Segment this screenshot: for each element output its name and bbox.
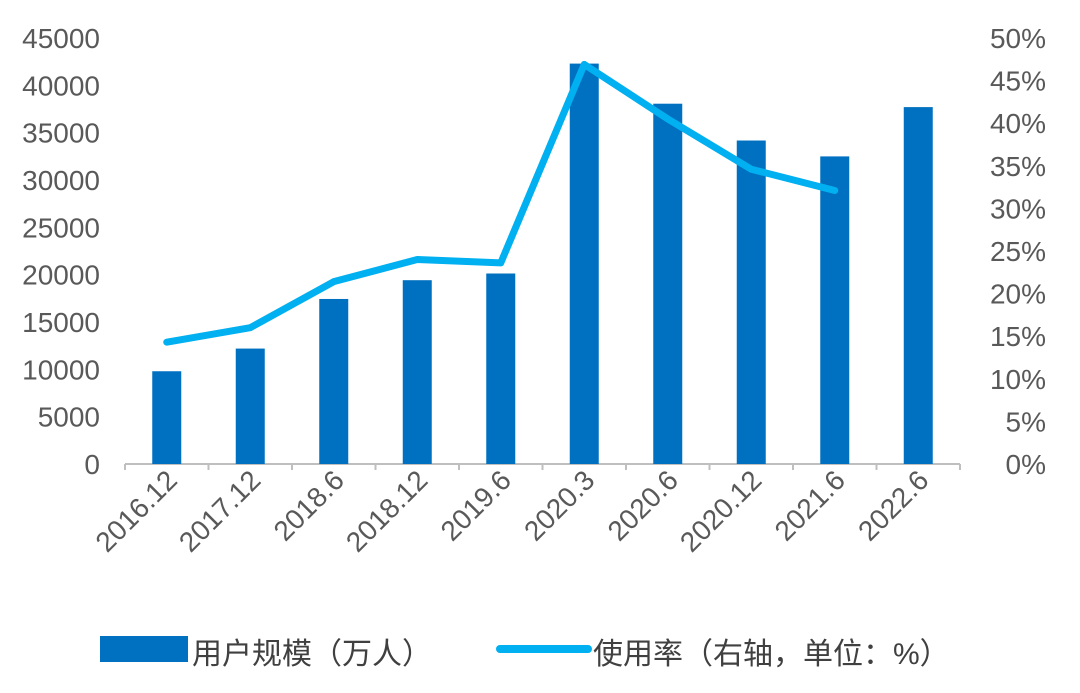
right-axis-tick-label: 40% bbox=[990, 108, 1046, 139]
bar bbox=[235, 348, 265, 464]
right-axis-tick-label: 15% bbox=[990, 321, 1046, 352]
bar bbox=[319, 298, 349, 464]
bar bbox=[903, 107, 933, 465]
legend-line-label: 使用率（右轴，单位：%） bbox=[593, 638, 950, 671]
line-point bbox=[332, 280, 335, 283]
left-axis-tick-label: 35000 bbox=[22, 118, 100, 149]
x-axis-tick-label: 2020.6 bbox=[602, 464, 684, 546]
right-axis-tick-label: 25% bbox=[990, 236, 1046, 267]
right-axis-tick-label: 0% bbox=[1006, 449, 1046, 480]
right-axis-tick-label: 20% bbox=[990, 279, 1046, 310]
legend-bar-swatch bbox=[100, 636, 188, 662]
line-series bbox=[163, 60, 839, 346]
bar bbox=[402, 280, 432, 464]
line-point bbox=[416, 258, 419, 261]
left-axis-tick-label: 15000 bbox=[22, 307, 100, 338]
x-axis-tick-label: 2021.6 bbox=[769, 464, 851, 546]
bar bbox=[736, 140, 766, 464]
x-axis-tick-label: 2018.12 bbox=[340, 464, 433, 557]
right-axis-tick-label: 10% bbox=[990, 364, 1046, 395]
x-axis-tick-label: 2019.6 bbox=[435, 464, 517, 546]
right-axis-tick-label: 5% bbox=[1006, 406, 1046, 437]
left-axis-tick-label: 30000 bbox=[22, 165, 100, 196]
x-axis-tick-label: 2020.3 bbox=[518, 464, 600, 546]
x-axis-tick-label: 2022.6 bbox=[852, 464, 934, 546]
left-axis-tick-label: 10000 bbox=[22, 354, 100, 385]
right-axis-tick-label: 30% bbox=[990, 193, 1046, 224]
right-axis-tick-label: 35% bbox=[990, 151, 1046, 182]
left-axis-ticks: 0 5000 10000 15000 20000 25000 30000 35000 40000… bbox=[22, 23, 100, 480]
left-axis-tick-label: 0 bbox=[84, 449, 100, 480]
line-point bbox=[833, 189, 836, 192]
bar bbox=[653, 103, 683, 464]
x-axis-tick-label: 2020.12 bbox=[674, 464, 767, 557]
bar bbox=[486, 273, 516, 464]
left-axis-tick-label: 20000 bbox=[22, 260, 100, 291]
legend-bar-label: 用户规模（万人） bbox=[192, 638, 432, 671]
line-point bbox=[499, 261, 502, 264]
legend: 用户规模（万人） 使用率（右轴，单位：%） bbox=[100, 636, 950, 671]
x-axis-tick-label: 2018.6 bbox=[268, 464, 350, 546]
line-point bbox=[666, 117, 669, 120]
left-axis-tick-label: 5000 bbox=[38, 402, 100, 433]
bar bbox=[569, 63, 599, 464]
line-point bbox=[750, 168, 753, 171]
line-point bbox=[583, 63, 586, 66]
left-axis-tick-label: 40000 bbox=[22, 70, 100, 101]
axes bbox=[124, 463, 961, 470]
bar-series bbox=[152, 63, 933, 465]
left-axis-tick-label: 45000 bbox=[22, 23, 100, 54]
right-axis-tick-label: 45% bbox=[990, 66, 1046, 97]
x-axis-tick-label: 2017.12 bbox=[173, 464, 266, 557]
line-point bbox=[165, 341, 168, 344]
line-point bbox=[249, 326, 252, 329]
bar bbox=[152, 371, 182, 464]
left-axis-tick-label: 25000 bbox=[22, 212, 100, 243]
x-axis-tick-label: 2016.12 bbox=[89, 464, 182, 557]
right-axis-ticks: 0% 5% 10% 15% 20% 25% 30% 35% 40% 45% 50% bbox=[990, 23, 1046, 480]
right-axis-tick-label: 50% bbox=[990, 23, 1046, 54]
bar bbox=[820, 156, 850, 464]
